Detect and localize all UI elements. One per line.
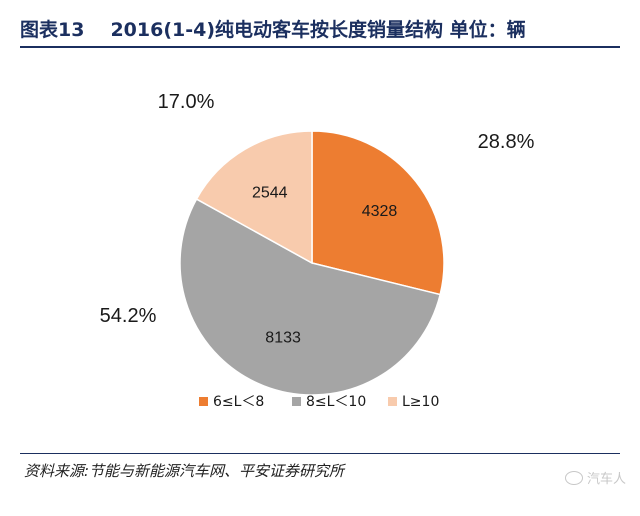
pie-slice — [311, 130, 445, 296]
pie-slice — [179, 198, 442, 396]
pie-chart: 4328 8133 2544 28.8% 54.2% 17.0% 6≤L＜8 8≤L＜10… — [100, 91, 535, 410]
chart-title-block: 图表13 2016(1-4)纯电动客车按长度销量结构 单位：辆 — [20, 18, 620, 48]
watermark: 汽车人 — [564, 468, 626, 487]
figure-number: 图表13 — [20, 19, 85, 41]
slice-value-label: 4328 — [362, 203, 398, 220]
chart-title: 图表13 2016(1-4)纯电动客车按长度销量结构 单位：辆 — [20, 18, 620, 42]
legend-swatch — [199, 397, 208, 406]
slice-percent-label: 28.8% — [478, 131, 535, 153]
watermark-text: 汽车人 — [586, 472, 626, 487]
footer-divider — [20, 453, 620, 454]
legend-swatch — [292, 397, 301, 406]
legend-label: 6≤L＜8 — [213, 394, 264, 410]
pie-slices — [179, 130, 445, 396]
slice-value-label: 2544 — [252, 184, 288, 201]
slice-percent-label: 17.0% — [158, 91, 215, 113]
title-text: 2016(1-4)纯电动客车按长度销量结构 单位：辆 — [110, 19, 526, 41]
slice-percent-labels: 28.8% 54.2% 17.0% — [100, 91, 535, 327]
source-note: 资料来源:节能与新能源汽车网、平安证券研究所 — [24, 462, 345, 480]
legend: 6≤L＜8 8≤L＜10 L≥10 — [199, 394, 439, 410]
legend-label: L≥10 — [402, 394, 439, 410]
slice-value-label: 8133 — [265, 330, 301, 347]
slice-value-labels: 4328 8133 2544 — [252, 184, 397, 346]
legend-label: 8≤L＜10 — [306, 394, 366, 410]
wechat-icon — [564, 470, 583, 485]
pie-slice — [195, 130, 313, 265]
slice-percent-label: 54.2% — [100, 305, 157, 327]
legend-swatch — [388, 397, 397, 406]
